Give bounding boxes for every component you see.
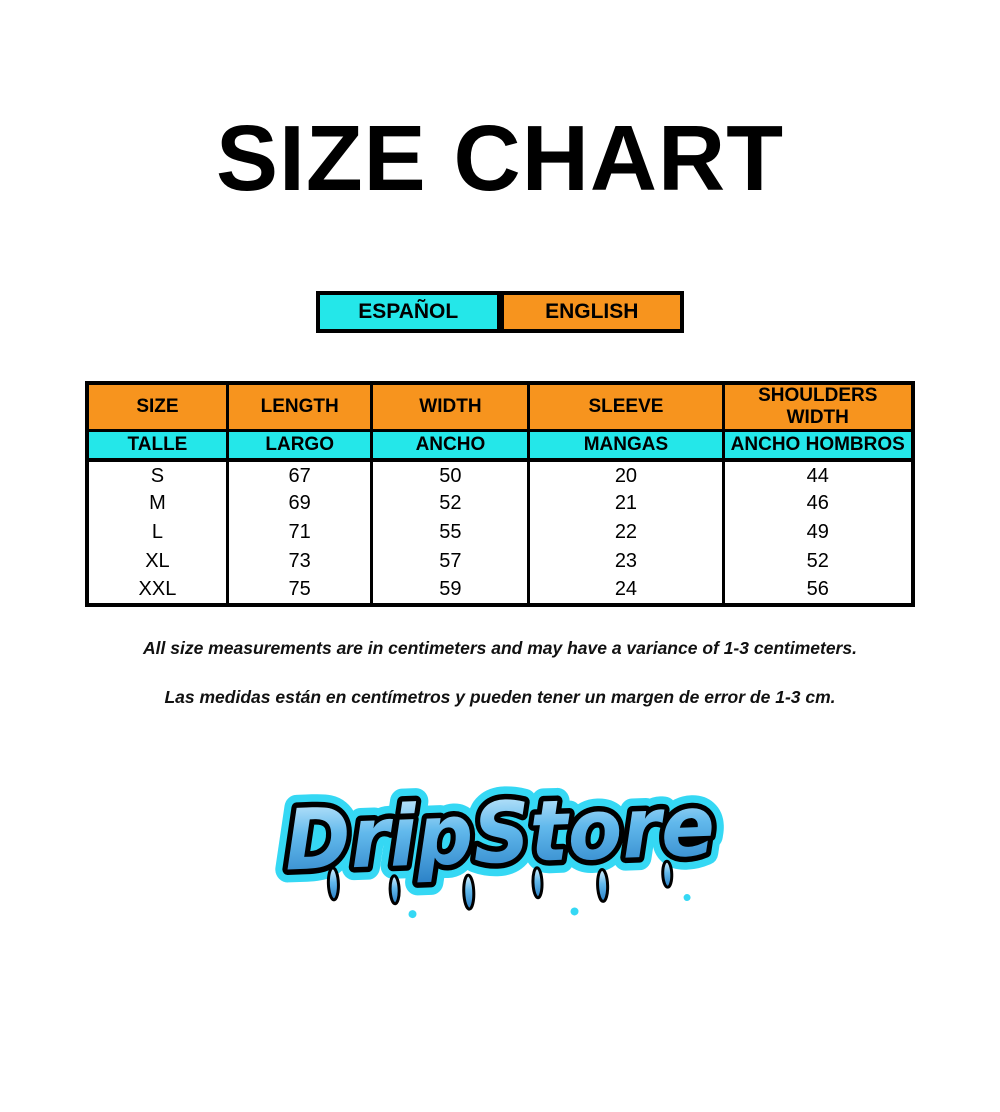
column-header-en: SLEEVE (527, 381, 725, 432)
tab-english[interactable]: ENGLISH (503, 295, 680, 329)
tab-espanol[interactable]: ESPAÑOL (320, 295, 497, 329)
table-cell: L (85, 517, 229, 547)
note-spanish: Las medidas están en centímetros y puede… (164, 686, 836, 707)
table-cell: 67 (225, 459, 374, 489)
table-row-m: M 69 52 21 46 (85, 488, 915, 518)
table-cell: S (85, 459, 229, 489)
language-tabs: ESPAÑOL ENGLISH (316, 291, 684, 333)
table-cell: 44 (721, 459, 915, 489)
table-cell: 22 (527, 517, 725, 547)
column-header-es: MANGAS (527, 429, 725, 462)
column-header-en: SHOULDERS WIDTH (721, 381, 915, 432)
column-header-es: ANCHO HOMBROS (721, 429, 915, 462)
table-cell: 49 (721, 517, 915, 547)
table-cell: 59 (370, 575, 531, 605)
logo-droplets (408, 893, 691, 918)
column-header-es: LARGO (225, 429, 374, 462)
table-cell: 52 (721, 546, 915, 576)
table-cell: XXL (85, 575, 229, 605)
table-cell: XL (85, 546, 229, 576)
column-header-en: SIZE (85, 381, 229, 432)
column-header-en: LENGTH (225, 381, 374, 432)
table-header-spanish: TALLE LARGO ANCHO MANGAS ANCHO HOMBROS (85, 429, 915, 462)
column-header-es: TALLE (85, 429, 229, 462)
table-header-english: SIZE LENGTH WIDTH SLEEVE SHOULDERS WIDTH (85, 381, 915, 432)
table-row-l: L 71 55 22 49 (85, 517, 915, 547)
note-english: All size measurements are in centimeters… (143, 637, 857, 658)
table-cell: 24 (527, 575, 725, 605)
table-cell: 73 (225, 546, 374, 576)
table-cell: 56 (721, 575, 915, 605)
table-cell: 75 (225, 575, 374, 605)
column-header-en: WIDTH (370, 381, 531, 432)
table-cell: 52 (370, 488, 531, 518)
dripstore-logo: DripStore DripStore DripStore (270, 763, 729, 918)
table-row-xxl: XXL 75 59 24 56 (85, 575, 915, 605)
table-cell: 46 (721, 488, 915, 518)
page-title: SIZE CHART (216, 106, 784, 210)
logo-drips (326, 859, 674, 911)
column-header-es: ANCHO (370, 429, 531, 462)
logo-container: DripStore DripStore DripStore (0, 756, 1000, 931)
table-cell: 20 (527, 459, 725, 489)
logo-text-outline: DripStore (283, 776, 716, 889)
table-cell: 71 (225, 517, 374, 547)
table-cell: 69 (225, 488, 374, 518)
table-cell: 21 (527, 488, 725, 518)
table-cell: M (85, 488, 229, 518)
logo-text-fill: DripStore (283, 776, 716, 889)
table-cell: 55 (370, 517, 531, 547)
size-table: SIZE LENGTH WIDTH SLEEVE SHOULDERS WIDTH… (85, 381, 915, 607)
table-cell: 50 (370, 459, 531, 489)
table-row-s: S 67 50 20 44 (85, 459, 915, 489)
table-row-xl: XL 73 57 23 52 (85, 546, 915, 576)
table-cell: 23 (527, 546, 725, 576)
table-cell: 57 (370, 546, 531, 576)
